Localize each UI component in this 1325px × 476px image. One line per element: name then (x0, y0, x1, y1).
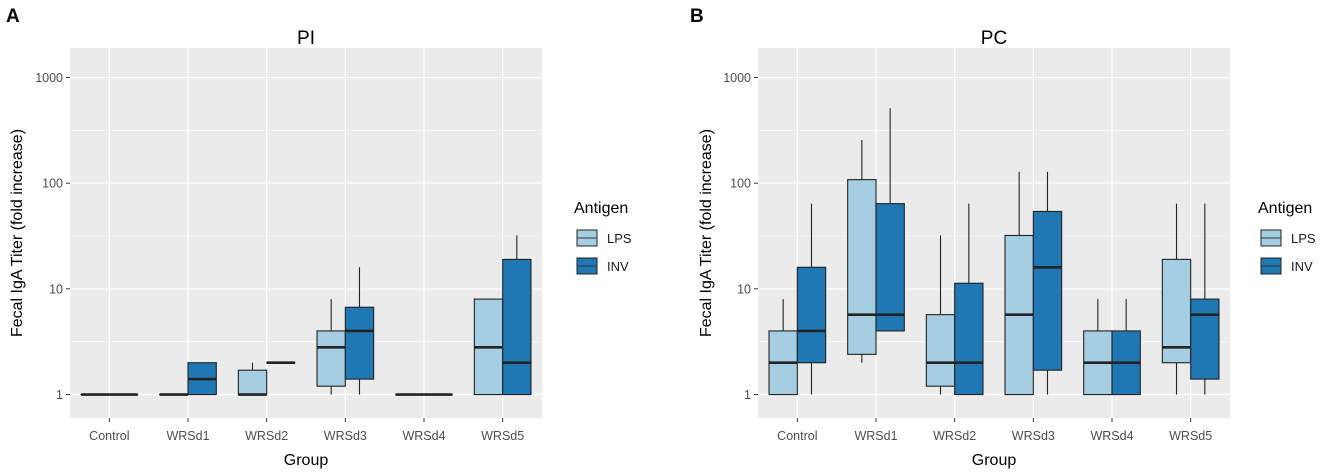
panel-a: A PI 1 10 100 1000 Control WRSd1 WRSd2 WRSd3 WR… (6, 6, 632, 469)
x-tick-label: WRSd3 (1012, 429, 1055, 443)
x-axis-ticks-b: Control WRSd1 WRSd2 WRSd3 WRSd4 WRSd5 (777, 418, 1212, 443)
box-iqr (1190, 298, 1220, 380)
box-inv-wrsd5 (502, 235, 532, 396)
x-axis-label-a: Group (284, 452, 329, 469)
legend-label-lps-a: LPS (607, 231, 632, 246)
x-axis-ticks-a: Control WRSd1 WRSd2 WRSd3 WRSd4 WRSd5 (89, 418, 524, 443)
y-tick-label: 1000 (35, 71, 63, 85)
legend-title-b: Antigen (1258, 200, 1312, 217)
y-axis-ticks-a: 1 10 100 1000 (35, 71, 70, 402)
box-iqr (954, 282, 984, 396)
box-iqr (316, 330, 346, 387)
y-tick-label: 10 (49, 282, 63, 296)
box-inv-wrsd1 (187, 362, 217, 396)
legend-label-inv-b: INV (1291, 259, 1313, 274)
boxes-b (768, 108, 1220, 396)
panel-b: B PC 1 10 100 1000 Control WRSd1 WRSd2 WRSd3 WR… (690, 6, 1316, 469)
x-tick-label: Control (777, 429, 817, 443)
box-inv-wrsd3 (1032, 171, 1063, 395)
box-iqr (502, 258, 532, 396)
box-inv-wrsd3 (344, 267, 375, 395)
y-tick-label: 10 (737, 282, 751, 296)
y-tick-label: 100 (42, 177, 63, 191)
x-tick-label: WRSd1 (166, 429, 209, 443)
y-tick-label: 1000 (723, 71, 751, 85)
box-inv-wrsd4 (1111, 299, 1141, 396)
box-inv-wrsd1 (875, 108, 905, 332)
box-lps-wrsd2 (237, 362, 268, 396)
chart-title-a: PI (297, 28, 315, 49)
box-iqr (1032, 210, 1063, 371)
chart-title-b: PC (981, 28, 1007, 49)
box-inv-control (796, 203, 827, 395)
box-iqr (344, 306, 375, 380)
y-axis-ticks-b: 1 10 100 1000 (723, 71, 758, 402)
x-tick-label: WRSd2 (245, 429, 288, 443)
legend-label-inv-a: INV (607, 259, 629, 274)
y-tick-label: 1 (744, 388, 751, 402)
box-iqr (925, 314, 956, 387)
box-lps-wrsd2 (925, 235, 956, 395)
x-tick-label: WRSd2 (933, 429, 976, 443)
plot-area-b (758, 48, 1230, 418)
box-lps-wrsd5 (1161, 203, 1192, 395)
box-inv-wrsd5 (1190, 203, 1220, 395)
y-tick-label: 1 (56, 388, 63, 402)
legend-title-a: Antigen (574, 200, 628, 217)
box-lps-wrsd4 (1083, 299, 1113, 396)
x-tick-label: WRSd4 (1090, 429, 1133, 443)
legend-b: Antigen LPS INV (1258, 200, 1316, 275)
y-axis-label-b: Fecal IgA Titer (fold increase) (698, 129, 715, 337)
x-tick-label: Control (89, 429, 129, 443)
box-iqr (1161, 258, 1192, 364)
panel-label-a: A (6, 6, 20, 27)
boxes-a (80, 235, 532, 396)
box-inv-wrsd2 (954, 203, 984, 396)
y-tick-label: 100 (730, 177, 751, 191)
box-iqr (796, 266, 827, 364)
box-lps-wrsd1 (847, 140, 877, 363)
box-iqr (875, 203, 905, 332)
x-tick-label: WRSd3 (324, 429, 367, 443)
box-lps-control (768, 299, 798, 396)
box-iqr (847, 179, 877, 355)
x-tick-label: WRSd5 (1169, 429, 1212, 443)
x-axis-label-b: Group (972, 452, 1017, 469)
panel-label-b: B (690, 6, 704, 27)
x-tick-label: WRSd4 (402, 429, 445, 443)
x-tick-label: WRSd5 (481, 429, 524, 443)
plot-area-a (70, 48, 542, 418)
box-lps-wrsd5 (473, 298, 504, 396)
legend-label-lps-b: LPS (1291, 231, 1316, 246)
legend-a: Antigen LPS INV (574, 200, 632, 275)
x-tick-label: WRSd1 (854, 429, 897, 443)
box-iqr (237, 369, 268, 396)
y-axis-label-a: Fecal IgA Titer (fold increase) (9, 129, 26, 337)
